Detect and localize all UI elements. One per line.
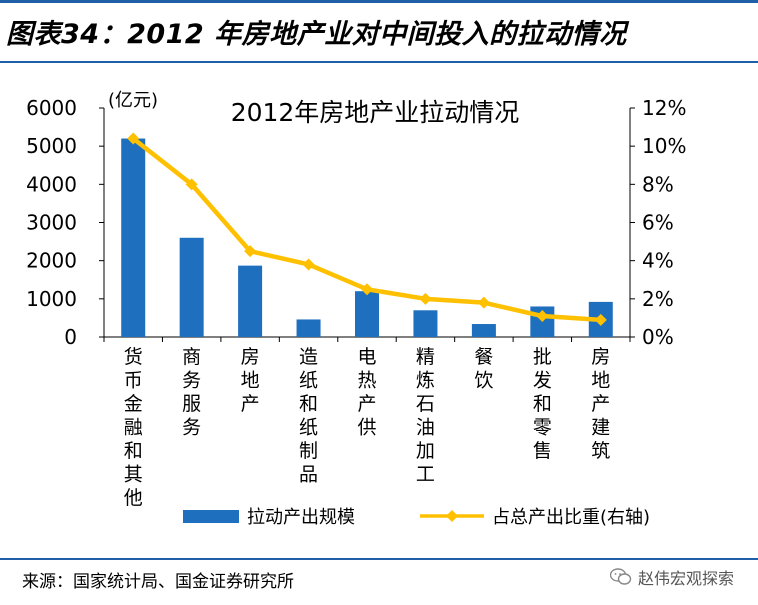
y-tick-label-left: 1000 xyxy=(26,287,77,311)
y-tick-label-right: 4% xyxy=(642,249,674,273)
y-tick-label-left: 3000 xyxy=(26,211,77,235)
line-point-7 xyxy=(477,296,490,309)
line-point-8 xyxy=(536,310,549,323)
y-tick-label-right: 2% xyxy=(642,287,674,311)
footer-divider xyxy=(0,558,758,560)
x-tick-label: 餐饮 xyxy=(474,346,493,392)
y-tick-label-left: 4000 xyxy=(26,172,77,196)
x-tick-label: 商务服务 xyxy=(182,346,201,439)
y-tick-label-left: 6000 xyxy=(26,96,77,120)
bar-3 xyxy=(238,265,263,337)
bar-7 xyxy=(471,324,496,337)
top-border xyxy=(0,0,758,3)
bar-1 xyxy=(121,138,146,337)
line-point-9 xyxy=(594,313,607,326)
y-axis-unit-label: (亿元) xyxy=(108,90,158,111)
bar-6 xyxy=(413,310,438,337)
line-point-5 xyxy=(361,283,373,296)
legend-bar-swatch xyxy=(183,509,239,523)
legend-line-swatch xyxy=(420,510,484,522)
wechat-icon xyxy=(609,568,632,585)
watermark-text: 赵伟宏观探索 xyxy=(637,569,734,588)
bar-4 xyxy=(296,319,321,337)
legend-label-line: 占总产出比重(右轴) xyxy=(492,507,651,528)
y-tick-label-left: 0 xyxy=(64,325,77,349)
line-point-3 xyxy=(244,245,257,258)
header-divider xyxy=(0,61,758,63)
x-tick-label: 电热产供 xyxy=(357,346,376,439)
chart-title: 2012年房地产业拉动情况 xyxy=(231,98,520,127)
x-tick-label: 精炼石油加工 xyxy=(416,346,435,486)
x-tick-label: 房地产建筑 xyxy=(591,346,610,462)
watermark: 赵伟宏观探索 xyxy=(609,565,734,589)
legend-item-line: 占总产出比重(右轴) xyxy=(420,503,650,529)
x-tick-label: 房地产 xyxy=(241,346,260,415)
y-tick-label-right: 8% xyxy=(642,172,674,196)
y-tick-label-left: 2000 xyxy=(26,249,77,273)
bar-5 xyxy=(355,291,379,337)
legend-item-bars: 拉动产出规模 xyxy=(183,503,355,529)
source-note: 来源：国家统计局、国金证券研究所 xyxy=(22,572,294,592)
line-point-1 xyxy=(127,132,140,145)
y-tick-label-left: 5000 xyxy=(26,134,77,158)
x-tick-label: 批发和零售 xyxy=(533,346,552,462)
legend-label-bars: 拉动产出规模 xyxy=(247,507,355,528)
x-tick-label: 造纸和纸制品 xyxy=(299,346,318,486)
bar-2 xyxy=(179,237,204,337)
line-point-4 xyxy=(302,258,315,271)
line-point-6 xyxy=(419,292,432,305)
line-point-2 xyxy=(185,178,198,191)
chart: 0 1000 2000 3000 4000 5000 6000 0% 2% 4% 6% 8% 10% 12… xyxy=(26,90,686,509)
y-tick-label-right: 10% xyxy=(642,134,686,158)
x-tick-label: 货币金融和其他 xyxy=(124,346,143,509)
y-tick-label-right: 6% xyxy=(642,211,674,235)
y-tick-label-right: 0% xyxy=(642,325,674,349)
y-tick-label-right: 12% xyxy=(642,96,686,120)
page-title: 图表34：2012 年房地产业对中间投入的拉动情况 xyxy=(6,19,627,50)
chart-legend: 拉动产出规模 占总产出比重(右轴) xyxy=(0,503,758,533)
